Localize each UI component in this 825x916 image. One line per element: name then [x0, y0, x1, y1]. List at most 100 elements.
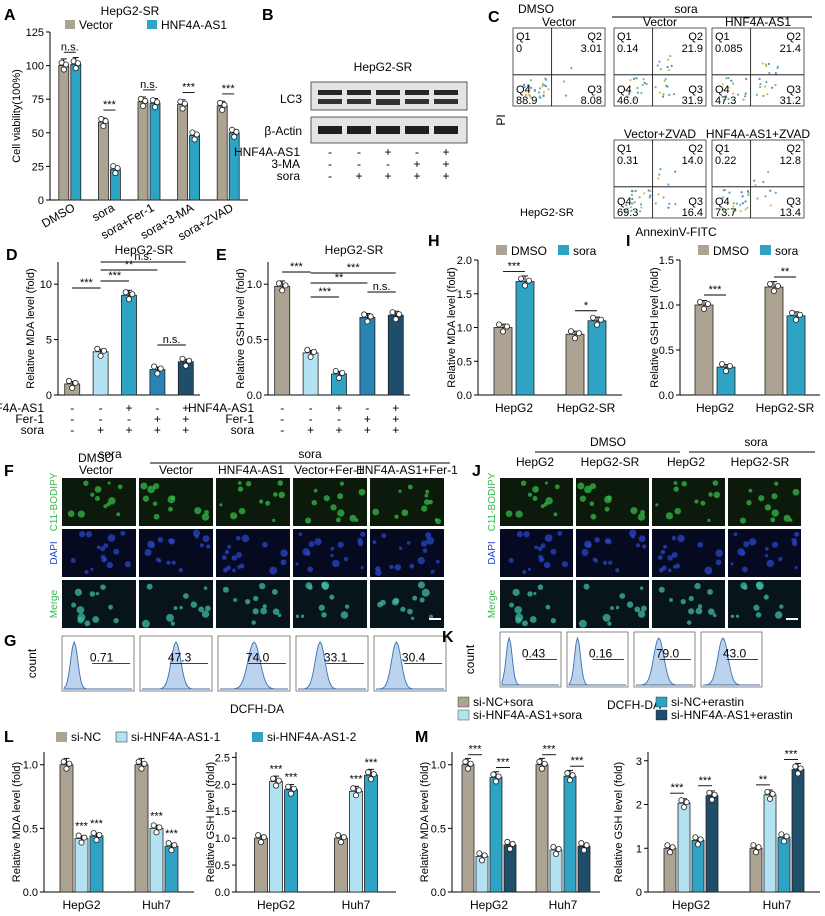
cell-signal — [221, 555, 227, 560]
data-point — [695, 841, 702, 848]
data-point — [555, 846, 562, 853]
cell-signal — [553, 512, 558, 517]
sig-label: *** — [108, 270, 122, 282]
event-dot — [763, 85, 767, 88]
y-tick-label: 0.0 — [23, 887, 38, 899]
hist-xlabel: DCFH-DA — [230, 702, 284, 716]
cell-signal — [604, 506, 610, 512]
cell-signal — [527, 591, 533, 597]
treatment-sign: - — [415, 145, 419, 159]
event-dot — [776, 66, 779, 70]
data-point — [135, 758, 142, 765]
data-point — [171, 842, 178, 849]
data-point — [154, 370, 161, 377]
cell-signal — [605, 538, 612, 545]
panel-letter: C — [488, 9, 500, 26]
flow-plot-title: Vector — [643, 15, 677, 29]
cell-signal — [140, 482, 148, 490]
y-axis-label: Relative MDA level (fold) — [446, 267, 458, 387]
bar — [359, 317, 376, 396]
band-actin — [318, 126, 342, 134]
cell-signal — [603, 560, 608, 565]
data-point — [307, 353, 314, 360]
band-lc3-ii — [405, 99, 429, 104]
data-point — [467, 760, 474, 767]
event-dot — [727, 98, 730, 101]
event-dot — [629, 79, 632, 82]
cell-signal — [425, 532, 432, 538]
cell-signal — [323, 495, 330, 502]
y-axis-label: Relative MDA level (fold) — [25, 268, 37, 388]
data-point — [150, 822, 157, 829]
cell-signal — [146, 583, 153, 590]
bar — [515, 281, 535, 396]
channel-label: DAPI — [49, 541, 60, 564]
data-point — [361, 311, 368, 318]
event-dot — [542, 94, 545, 98]
treatment-sign: - — [309, 401, 313, 415]
data-point — [75, 60, 82, 67]
cell-signal — [343, 557, 349, 562]
event-dot — [668, 93, 671, 96]
data-point — [701, 305, 708, 312]
treatment-label: 3-MA — [271, 157, 300, 171]
cell-signal — [241, 534, 250, 543]
event-dot — [662, 196, 665, 199]
event-dot — [758, 77, 761, 81]
data-point — [219, 106, 226, 113]
panel-letter: M — [415, 729, 428, 746]
cell-signal — [583, 583, 590, 590]
cell-signal — [258, 499, 264, 504]
data-point — [339, 369, 346, 376]
treatment-sign: + — [335, 423, 342, 437]
event-dot — [755, 93, 758, 96]
cell-signal — [545, 497, 553, 505]
cell-signal — [420, 540, 428, 547]
data-point — [122, 289, 129, 296]
cell-signal — [749, 538, 757, 546]
event-dot — [656, 64, 659, 67]
data-point — [60, 758, 67, 765]
data-point — [72, 379, 79, 386]
cell-signal — [713, 491, 721, 499]
cell-signal — [697, 541, 704, 548]
sig-label: *** — [103, 99, 117, 111]
bar — [565, 333, 585, 396]
treatment-sign: - — [280, 412, 284, 426]
gate-percent: 33.1 — [324, 650, 348, 664]
cell-signal — [169, 538, 176, 545]
category-label: HepG2-SR — [756, 401, 815, 415]
data-point — [597, 316, 604, 323]
quadrant-name: Q4 — [715, 84, 730, 96]
blot-lc3 — [310, 81, 468, 111]
bar — [364, 774, 378, 893]
data-point — [796, 311, 803, 318]
data-point — [462, 758, 469, 765]
cell-signal — [794, 566, 798, 570]
cell-signal — [607, 621, 612, 626]
y-tick-label: 0.5 — [247, 335, 262, 347]
data-point — [503, 323, 510, 330]
histogram-curve — [142, 641, 210, 690]
cell-signal — [224, 549, 230, 555]
event-dot — [756, 197, 759, 200]
cell-signal — [672, 565, 677, 569]
bar — [70, 63, 82, 201]
cell-signal — [219, 503, 223, 507]
bar — [489, 777, 503, 893]
event-dot — [728, 191, 731, 194]
sig-label: *** — [182, 82, 196, 94]
quadrant-name: Q2 — [786, 31, 801, 43]
data-point — [139, 102, 146, 109]
quadrant-q1-value: 0.31 — [617, 155, 638, 167]
sig-label: n.s. — [163, 334, 181, 346]
treatment-sign: - — [328, 157, 332, 171]
cell-signal — [74, 588, 82, 596]
data-point — [795, 770, 802, 777]
data-point — [221, 101, 228, 108]
cell-signal — [116, 512, 121, 517]
treatment-sign: + — [154, 412, 161, 426]
cell-signal — [667, 568, 672, 573]
y-tick-label: 5 — [46, 335, 52, 347]
cell-signal — [655, 503, 659, 507]
